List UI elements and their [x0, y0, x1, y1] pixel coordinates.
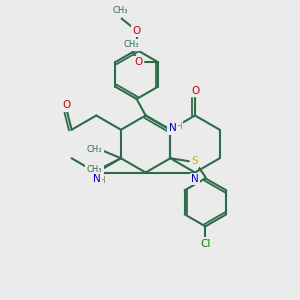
Text: H: H — [175, 122, 182, 131]
Text: CH₃: CH₃ — [124, 40, 139, 50]
Text: H: H — [98, 176, 105, 185]
Text: CH₃: CH₃ — [87, 145, 102, 154]
Text: CH₃: CH₃ — [87, 165, 102, 174]
Text: Cl: Cl — [200, 239, 211, 249]
Text: O: O — [133, 26, 141, 36]
Text: N: N — [169, 123, 177, 133]
Text: O: O — [135, 57, 143, 67]
Text: N: N — [93, 174, 101, 184]
Text: N: N — [191, 174, 199, 184]
Text: O: O — [62, 100, 70, 110]
Text: S: S — [191, 156, 198, 166]
Text: O: O — [191, 86, 199, 96]
Text: CH₃: CH₃ — [112, 6, 128, 15]
